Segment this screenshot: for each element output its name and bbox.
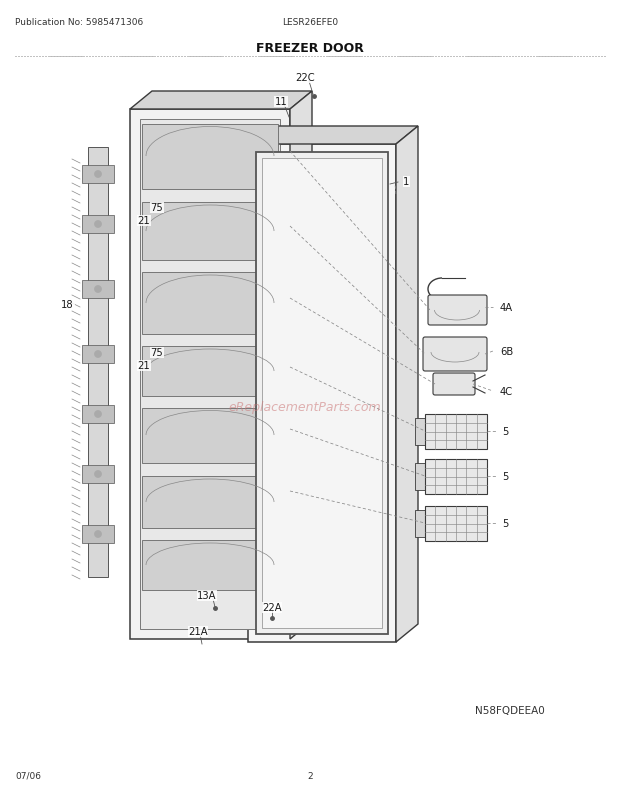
Text: 5: 5: [502, 518, 508, 529]
Bar: [142, 476, 278, 529]
Text: 21: 21: [138, 216, 151, 225]
Text: LESR26EFE0: LESR26EFE0: [282, 18, 338, 27]
Bar: [82, 406, 114, 423]
Bar: [142, 346, 278, 396]
Polygon shape: [248, 127, 418, 145]
Bar: [82, 525, 114, 543]
Text: 21: 21: [138, 361, 151, 371]
Text: eReplacementParts.com: eReplacementParts.com: [229, 401, 381, 414]
Bar: [82, 465, 114, 484]
Bar: [82, 281, 114, 298]
Polygon shape: [290, 92, 312, 639]
Bar: [425, 460, 487, 494]
Polygon shape: [396, 127, 418, 642]
Bar: [142, 541, 278, 590]
FancyBboxPatch shape: [428, 296, 487, 326]
Text: 2: 2: [307, 771, 313, 780]
Text: 75: 75: [151, 347, 164, 358]
Bar: [415, 419, 429, 445]
Bar: [88, 148, 108, 577]
Circle shape: [94, 172, 102, 178]
Bar: [262, 159, 382, 628]
Text: 18: 18: [61, 300, 74, 310]
FancyBboxPatch shape: [423, 338, 487, 371]
Text: 22C: 22C: [295, 73, 315, 83]
Text: 5: 5: [502, 472, 508, 481]
FancyBboxPatch shape: [433, 374, 475, 395]
Text: FREEZER DOOR: FREEZER DOOR: [256, 42, 364, 55]
Bar: [82, 346, 114, 363]
Text: 4A: 4A: [500, 302, 513, 313]
Text: 21A: 21A: [188, 626, 208, 636]
Bar: [142, 203, 278, 261]
Bar: [425, 415, 487, 449]
Bar: [142, 273, 278, 334]
Bar: [130, 110, 290, 639]
Bar: [140, 119, 280, 630]
Bar: [425, 506, 487, 541]
Text: 4C: 4C: [500, 387, 513, 396]
Text: N58FQDEEA0: N58FQDEEA0: [475, 705, 545, 715]
Text: 75: 75: [151, 203, 164, 213]
Circle shape: [94, 286, 102, 294]
Bar: [142, 408, 278, 464]
Bar: [82, 166, 114, 184]
Polygon shape: [130, 92, 312, 110]
Bar: [415, 510, 429, 537]
Circle shape: [94, 221, 102, 229]
Bar: [142, 125, 278, 190]
Circle shape: [94, 411, 102, 418]
Bar: [248, 145, 396, 642]
Circle shape: [94, 351, 102, 358]
Bar: [82, 216, 114, 233]
Text: 11: 11: [275, 97, 288, 107]
Text: 07/06: 07/06: [15, 771, 41, 780]
Text: Publication No: 5985471306: Publication No: 5985471306: [15, 18, 143, 27]
Circle shape: [94, 531, 102, 538]
Text: 5: 5: [502, 427, 508, 436]
Text: 22A: 22A: [262, 602, 282, 612]
Bar: [415, 464, 429, 490]
Text: 1: 1: [403, 176, 409, 187]
Text: 6B: 6B: [500, 346, 513, 357]
Text: 13A: 13A: [197, 590, 217, 600]
Bar: [256, 153, 388, 634]
Circle shape: [94, 471, 102, 478]
